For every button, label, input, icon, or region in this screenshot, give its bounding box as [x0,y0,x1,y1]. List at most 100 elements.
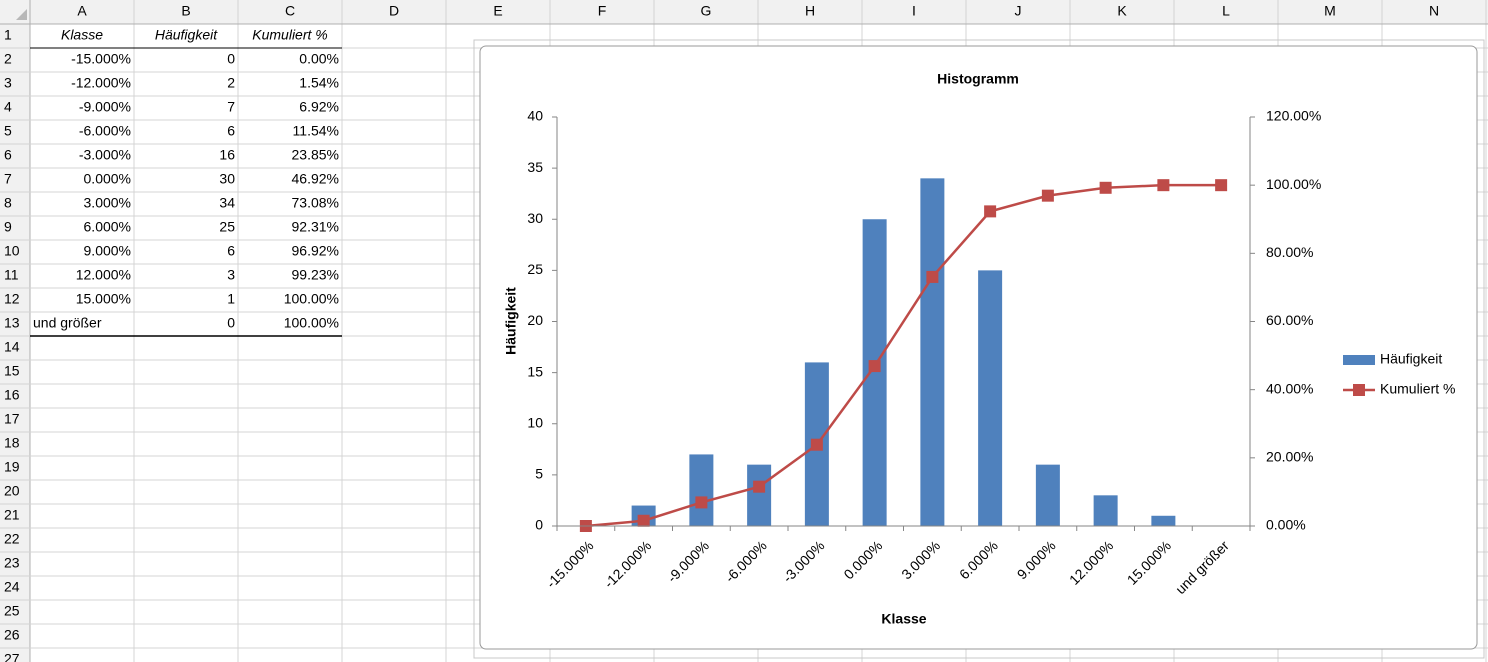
cell: 6 [227,123,235,139]
cell: 23.85% [292,147,339,163]
column-header: F [598,3,607,19]
cell: 73.08% [292,195,339,211]
cell: 99.23% [292,267,339,283]
y-tick-label: 10 [527,414,543,430]
y-tick-label: 20 [527,312,543,328]
column-header: N [1429,3,1439,19]
header-cell: Kumuliert % [252,27,327,43]
marker [810,438,823,451]
cell: -9.000% [79,99,131,115]
y-tick-label: 40 [527,108,543,124]
column-header: B [181,3,190,19]
row-header: 25 [4,603,20,619]
cell: 0.00% [299,51,339,67]
marker [926,270,939,283]
cell: 100.00% [284,315,339,331]
y-axis-title: Häufigkeit [503,287,519,355]
row-header: 6 [4,147,12,163]
y2-tick-label: 100.00% [1266,176,1321,192]
row-header: 22 [4,531,20,547]
cell: -3.000% [79,147,131,163]
legend-label: Häufigkeit [1380,351,1442,367]
column-header: A [77,3,87,19]
cell: 9.000% [84,243,131,259]
bar [689,454,714,526]
cell: 1 [227,291,235,307]
cell: -12.000% [71,75,131,91]
row-header: 16 [4,387,20,403]
bar [978,270,1003,526]
line [585,183,1222,528]
column-header: K [1117,3,1127,19]
y2-tick-label: 20.00% [1266,449,1313,465]
y-tick-label: 5 [535,466,543,482]
cell: 12.000% [76,267,131,283]
row-header: 9 [4,219,12,235]
row-header: 27 [4,651,20,662]
select-all[interactable] [16,9,27,20]
marker [868,360,881,373]
row-header: 13 [4,315,20,331]
row-header: 12 [4,291,20,307]
cell: 0 [227,315,235,331]
row-header: 24 [4,579,20,595]
cell: 30 [219,171,235,187]
row-header: 18 [4,435,20,451]
bar [1093,495,1118,526]
column-header: M [1324,3,1336,19]
cell: 92.31% [292,219,339,235]
cell: 6.92% [299,99,339,115]
y-tick-label: 35 [527,159,543,175]
y-tick-label: 30 [527,210,543,226]
row-header: 8 [4,195,12,211]
cell: und größer [33,315,102,331]
cell: 96.92% [292,243,339,259]
marker [637,514,650,527]
column-header: L [1222,3,1230,19]
cell: 0.000% [84,171,131,187]
column-header: H [805,3,815,19]
cell: 1.54% [299,75,339,91]
row-header: 14 [4,339,20,355]
cell: 3 [227,267,235,283]
bar [1035,464,1060,526]
x-axis-title: Klasse [881,611,926,627]
column-header: I [912,3,916,19]
row-header: 15 [4,363,20,379]
bar [920,178,945,526]
y-tick-label: 15 [527,363,543,379]
cell: -6.000% [79,123,131,139]
row-header: 19 [4,459,20,475]
column-header: G [701,3,712,19]
row-header: 3 [4,75,12,91]
marker [1099,181,1112,194]
row-header: 23 [4,555,20,571]
bar [1151,515,1176,526]
y2-tick-label: 80.00% [1266,244,1313,260]
cell: 46.92% [292,171,339,187]
legend-swatch [1343,355,1375,365]
row-header: 17 [4,411,20,427]
row-header: 10 [4,243,20,259]
row-header: 4 [4,99,12,115]
y-tick-label: 0 [535,517,543,533]
row-header: 11 [4,267,19,283]
y2-tick-label: 0.00% [1266,517,1306,533]
cell: 0 [227,51,235,67]
column-header: D [389,3,399,19]
cell: -15.000% [71,51,131,67]
marker [753,480,766,493]
legend-swatch [1353,384,1365,396]
row-header: 1 [4,27,12,43]
column-header-bar [0,0,1488,24]
cell: 16 [219,147,235,163]
marker [1157,179,1170,192]
column-header: C [285,3,295,19]
y2-tick-label: 120.00% [1266,108,1321,124]
chart-title: Histogramm [937,71,1019,87]
row-header: 26 [4,627,20,643]
cell: 34 [219,195,235,211]
cell: 11.54% [293,123,339,139]
